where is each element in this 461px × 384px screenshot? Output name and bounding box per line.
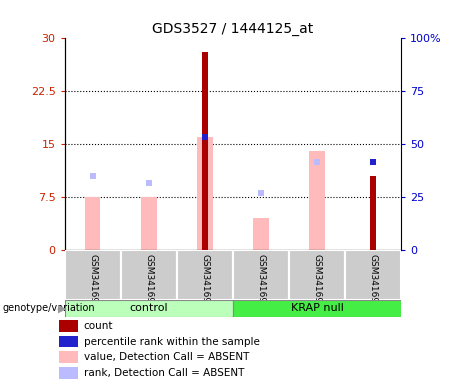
Text: GSM341695: GSM341695: [144, 253, 153, 308]
Bar: [59, 336, 77, 348]
Bar: [59, 351, 77, 363]
Title: GDS3527 / 1444125_at: GDS3527 / 1444125_at: [152, 22, 313, 36]
Text: genotype/variation: genotype/variation: [2, 303, 95, 313]
Bar: [370, 176, 376, 250]
Text: percentile rank within the sample: percentile rank within the sample: [84, 336, 260, 347]
Bar: [59, 367, 77, 379]
Text: GSM341694: GSM341694: [88, 253, 97, 308]
Text: GSM341692: GSM341692: [313, 253, 321, 308]
Bar: [309, 151, 325, 250]
Text: value, Detection Call = ABSENT: value, Detection Call = ABSENT: [84, 352, 249, 362]
Bar: [253, 218, 269, 250]
Text: KRAP null: KRAP null: [290, 303, 343, 313]
Bar: [233, 300, 401, 317]
Text: ▶: ▶: [58, 303, 66, 313]
Bar: [65, 250, 121, 300]
Bar: [197, 137, 213, 250]
Bar: [85, 197, 100, 250]
Bar: [59, 320, 77, 332]
Text: rank, Detection Call = ABSENT: rank, Detection Call = ABSENT: [84, 368, 244, 378]
Bar: [202, 53, 207, 250]
Bar: [289, 250, 345, 300]
Text: GSM341693: GSM341693: [368, 253, 378, 308]
Bar: [141, 197, 157, 250]
Text: control: control: [130, 303, 168, 313]
Bar: [345, 250, 401, 300]
Bar: [65, 300, 233, 317]
Text: count: count: [84, 321, 113, 331]
Bar: [177, 250, 233, 300]
Bar: [121, 250, 177, 300]
Text: GSM341696: GSM341696: [200, 253, 209, 308]
Bar: [233, 250, 289, 300]
Text: GSM341691: GSM341691: [256, 253, 266, 308]
